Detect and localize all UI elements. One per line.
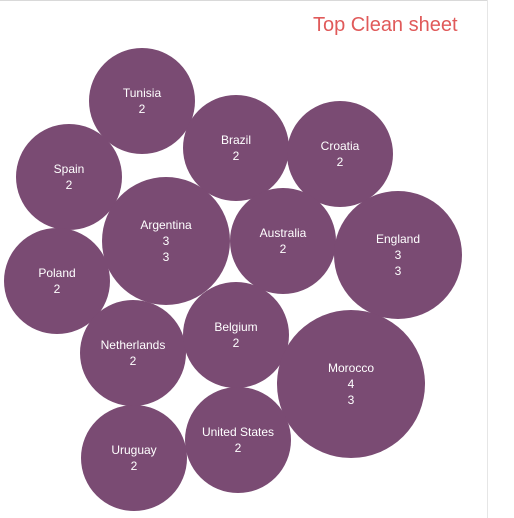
- bubble-tunisia[interactable]: Tunisia 2: [89, 48, 195, 154]
- bubble-circle-croatia[interactable]: [287, 101, 393, 207]
- bubble-value-label: 2: [54, 282, 61, 296]
- bubble-country-label: Poland: [38, 266, 75, 280]
- bubble-country-label: Brazil: [221, 133, 251, 147]
- bubble-value-label: 3: [163, 234, 170, 248]
- bubble-uruguay[interactable]: Uruguay 2: [81, 405, 187, 511]
- bubble-value-label: 2: [280, 242, 287, 256]
- bubble-value-label: 3: [395, 248, 402, 262]
- bubble-country-label: Tunisia: [123, 86, 162, 100]
- bubble-value-label: 2: [337, 155, 344, 169]
- bubble-belgium[interactable]: Belgium 2: [183, 282, 289, 388]
- bubble-value-label: 3: [395, 264, 402, 278]
- bubble-value-label: 2: [130, 354, 137, 368]
- bubble-value-label: 2: [233, 336, 240, 350]
- bubble-circle-spain[interactable]: [16, 124, 122, 230]
- bubble-netherlands[interactable]: Netherlands 2: [80, 300, 186, 406]
- right-divider: [487, 0, 488, 518]
- bubble-circle-netherlands[interactable]: [80, 300, 186, 406]
- bubble-country-label: Argentina: [140, 218, 192, 232]
- bubble-country-label: England: [376, 232, 420, 246]
- bubble-country-label: Australia: [260, 226, 307, 240]
- bubble-country-label: Belgium: [214, 320, 257, 334]
- bubble-circle-uruguay[interactable]: [81, 405, 187, 511]
- bubble-country-label: United States: [202, 425, 274, 439]
- bubble-value-label: 2: [66, 178, 73, 192]
- bubble-circle-morocco[interactable]: [277, 310, 425, 458]
- bubble-value-label: 2: [235, 441, 242, 455]
- bubble-country-label: Morocco: [328, 361, 374, 375]
- bubble-morocco[interactable]: Morocco 4 3: [277, 310, 425, 458]
- bubble-value-label: 2: [139, 102, 146, 116]
- bubble-value-label: 3: [163, 250, 170, 264]
- bubble-poland[interactable]: Poland 2: [4, 228, 110, 334]
- bubble-country-label: Uruguay: [111, 443, 156, 457]
- bubble-circle-belgium[interactable]: [183, 282, 289, 388]
- bubble-circle-australia[interactable]: [230, 188, 336, 294]
- bubble-circle-tunisia[interactable]: [89, 48, 195, 154]
- bubble-value-label: 2: [233, 149, 240, 163]
- bubble-spain[interactable]: Spain 2: [16, 124, 122, 230]
- bubble-country-label: Spain: [54, 162, 85, 176]
- bubble-value-label: 4: [348, 377, 355, 391]
- bubble-croatia[interactable]: Croatia 2: [287, 101, 393, 207]
- bubble-argentina[interactable]: Argentina 3 3: [102, 177, 230, 305]
- top-divider: [0, 0, 487, 1]
- bubble-circle-united-states[interactable]: [185, 387, 291, 493]
- bubble-united-states[interactable]: United States 2: [185, 387, 291, 493]
- bubble-circle-england[interactable]: [334, 191, 462, 319]
- bubble-value-label: 3: [348, 393, 355, 407]
- bubble-circle-brazil[interactable]: [183, 95, 289, 201]
- bubble-circle-argentina[interactable]: [102, 177, 230, 305]
- bubble-value-label: 2: [131, 459, 138, 473]
- bubble-england[interactable]: England 3 3: [334, 191, 462, 319]
- bubble-country-label: Netherlands: [101, 338, 166, 352]
- bubble-country-label: Croatia: [321, 139, 360, 153]
- chart-title: Top Clean sheet: [313, 14, 458, 36]
- bubble-circle-poland[interactable]: [4, 228, 110, 334]
- bubble-brazil[interactable]: Brazil 2: [183, 95, 289, 201]
- bubble-australia[interactable]: Australia 2: [230, 188, 336, 294]
